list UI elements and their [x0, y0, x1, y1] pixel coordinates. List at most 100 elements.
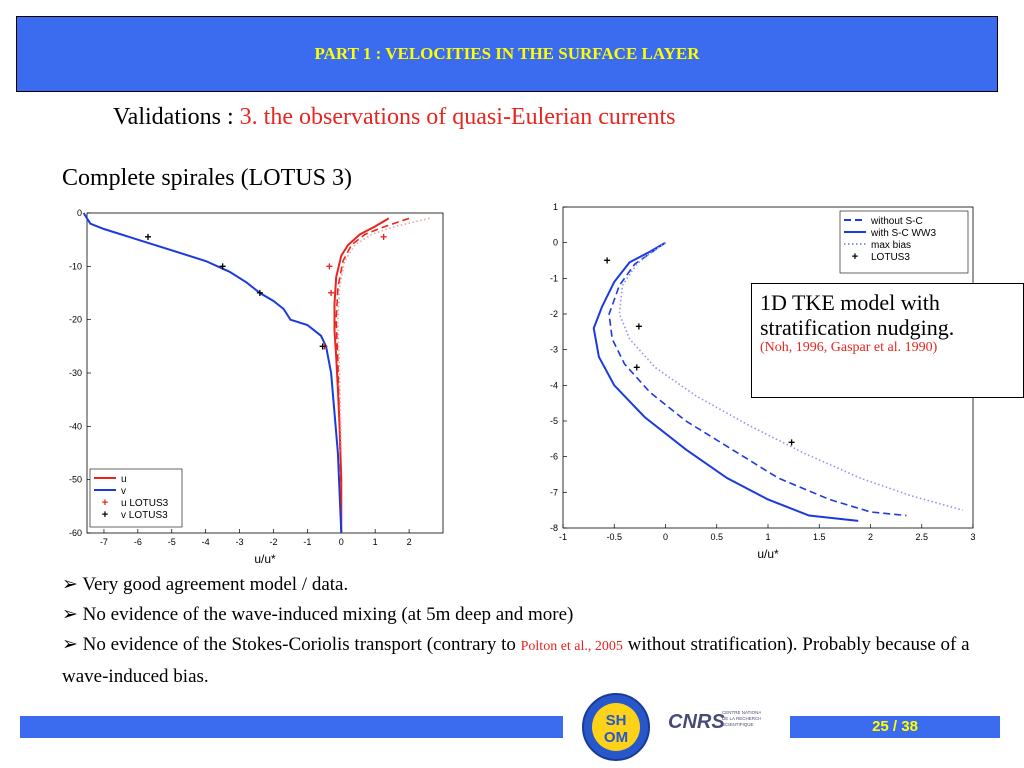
data-marker: +: [633, 361, 640, 375]
x-tick-label: 0.5: [710, 532, 723, 542]
series-line: [608, 242, 907, 517]
bullet-list: ➢ Very good agreement model / data. ➢ No…: [62, 570, 1002, 692]
y-tick-label: 0: [553, 238, 558, 248]
y-tick-label: 0: [77, 208, 82, 218]
svg-text:SH: SH: [606, 712, 627, 729]
title-bar: PART 1 : VELOCITIES IN THE SURFACE LAYER: [16, 16, 998, 92]
hodograph-chart: -1 -0.5 0 0.5 1 1.5 2 2.5 3 1 0 -1 -2 -3 -4 -5 -6 -7 -8 u/u…: [535, 202, 976, 561]
cnrs-logo: CNRS CENTRE NATIONAL DE LA RECHERCHE SCI…: [668, 710, 761, 733]
x-tick-label: -3: [236, 537, 244, 547]
series-line: [82, 212, 343, 534]
bullet-item: ➢ No evidence of the Stokes-Coriolis tra…: [62, 634, 970, 687]
data-marker: +: [788, 435, 795, 449]
y-tick-label: -8: [550, 523, 558, 533]
legend-marker: +: [852, 251, 858, 263]
data-marker: +: [145, 230, 152, 244]
series-line: [337, 217, 430, 454]
x-tick-label: 2: [868, 532, 873, 542]
series-line: [592, 241, 859, 522]
svg-text:DE LA RECHERCHE: DE LA RECHERCHE: [722, 716, 761, 721]
data-marker: +: [321, 339, 328, 353]
svg-text:CNRS: CNRS: [668, 711, 725, 733]
y-tick-label: -7: [550, 487, 558, 497]
legend-label: max bias: [871, 240, 911, 251]
subtitle: Validations : 3. the observations of qua…: [113, 104, 676, 131]
legend-label: with S-C WW3: [870, 228, 936, 239]
y-tick-label: -50: [69, 475, 82, 485]
y-tick-label: -60: [69, 528, 82, 538]
legend-label: u: [121, 474, 127, 485]
profile-chart: -7 -6 -5 -4 -3 -2 -1 0 1 20-10-20-30-40-50-60u/u*…: [69, 208, 444, 566]
x-tick-label: 2.5: [915, 532, 928, 542]
slide-title: PART 1 : VELOCITIES IN THE SURFACE LAYER: [314, 44, 700, 63]
x-tick-label: 1: [373, 537, 378, 547]
x-tick-label: 2: [407, 537, 412, 547]
x-tick-label: 3: [970, 532, 975, 542]
bullet-text-3a: No evidence of the Stokes-Coriolis trans…: [82, 634, 521, 655]
svg-text:OM: OM: [604, 729, 628, 746]
x-tick-label: -1: [303, 537, 311, 547]
model-note-text: 1D TKE model with stratification nudging…: [760, 290, 955, 340]
bullet-item: ➢ No evidence of the wave-induced mixing…: [62, 604, 574, 625]
x-tick-label: -2: [269, 537, 277, 547]
subtitle-highlight: 3. the observations of quasi-Eulerian cu…: [239, 104, 676, 130]
footer-bar-left: [20, 716, 563, 738]
y-tick-label: -6: [550, 452, 558, 462]
x-tick-label: 0: [339, 537, 344, 547]
data-marker: +: [380, 230, 387, 244]
series-line: [333, 217, 390, 533]
y-tick-label: -10: [69, 261, 82, 271]
x-tick-label: 0: [663, 532, 668, 542]
svg-text:CENTRE NATIONAL: CENTRE NATIONAL: [722, 710, 761, 715]
x-tick-label: -4: [202, 537, 210, 547]
y-tick-label: -4: [550, 380, 558, 390]
y-tick-label: -30: [69, 368, 82, 378]
legend-label: without S-C: [870, 216, 923, 227]
data-marker: +: [326, 259, 333, 273]
data-marker: +: [219, 259, 226, 273]
bullet-text-2: No evidence of the wave-induced mixing (…: [82, 604, 574, 625]
x-tick-label: 1: [765, 532, 770, 542]
data-marker: +: [328, 286, 335, 300]
section-heading: Complete spirales (LOTUS 3): [62, 165, 352, 191]
data-marker: +: [604, 254, 611, 268]
y-tick-label: -3: [550, 345, 558, 355]
data-marker: +: [635, 319, 642, 333]
y-tick-label: -1: [550, 273, 558, 283]
legend-marker: +: [102, 509, 108, 521]
y-tick-label: -40: [69, 421, 82, 431]
x-tick-label: 1.5: [813, 532, 826, 542]
legend-label: u LOTUS3: [121, 498, 169, 509]
series-line: [335, 217, 410, 507]
data-marker: +: [256, 286, 263, 300]
series-line: [618, 242, 963, 511]
data-marker: +: [319, 339, 326, 353]
x-axis-label: u/u*: [254, 552, 276, 566]
svg-text:SCIENTIFIQUE: SCIENTIFIQUE: [722, 722, 754, 727]
legend-box: [839, 210, 969, 274]
x-tick-label: -6: [134, 537, 142, 547]
bullet-text-1: Very good agreement model / data.: [82, 574, 349, 595]
model-note-reference: (Noh, 1996, Gaspar et al. 1990): [760, 340, 938, 355]
x-tick-label: -0.5: [606, 532, 622, 542]
legend-label: v: [121, 486, 126, 497]
y-tick-label: -5: [550, 416, 558, 426]
y-tick-label: -2: [550, 309, 558, 319]
bullet-text-3b: without stratification). Probably becaus…: [62, 634, 970, 687]
x-tick-label: -5: [168, 537, 176, 547]
bullet-item: ➢ Very good agreement model / data.: [62, 574, 349, 595]
shom-logo: SH OM: [582, 693, 650, 761]
x-tick-label: -7: [100, 537, 108, 547]
y-axis-label: v/u*: [535, 357, 538, 378]
subtitle-prefix: Validations :: [113, 104, 240, 130]
page-number: 25 / 38: [872, 718, 918, 735]
footer-bar-right: [790, 716, 1000, 738]
bullet-reference-link: Polton et al., 2005: [520, 639, 623, 654]
y-tick-label: -20: [69, 315, 82, 325]
legend-label: LOTUS3: [871, 252, 910, 263]
model-note-box: 1D TKE model with stratification nudging…: [751, 283, 1024, 398]
legend-marker: +: [102, 497, 108, 509]
legend-label: v LOTUS3: [121, 510, 168, 521]
x-axis-label: u/u*: [757, 547, 779, 561]
x-tick-label: -1: [559, 532, 567, 542]
